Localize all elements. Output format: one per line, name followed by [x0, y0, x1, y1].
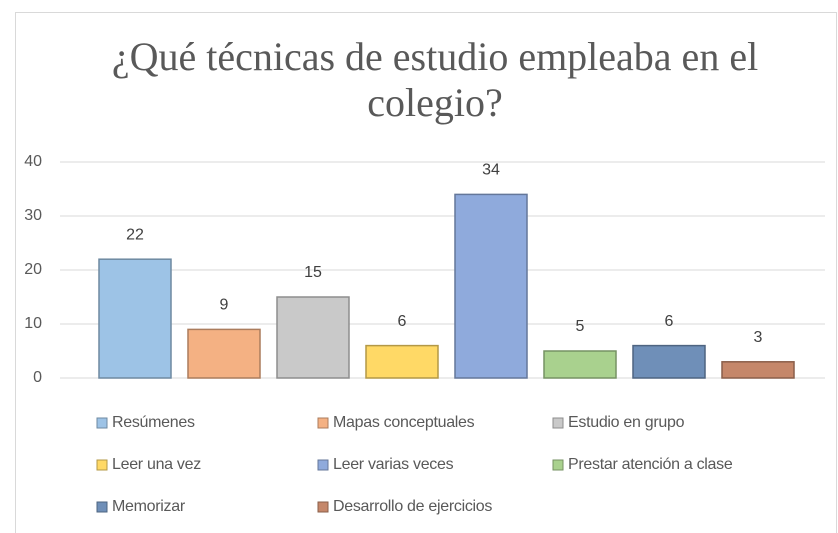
legend-swatch: [96, 417, 108, 429]
y-tick-label: 30: [24, 207, 42, 224]
legend-label: Leer varias veces: [333, 456, 454, 473]
data-label: 5: [576, 318, 585, 335]
bar: [632, 344, 706, 379]
chart-title: ¿Qué técnicas de estudio empleaba en el …: [111, 34, 759, 125]
y-tick-label: 40: [24, 153, 42, 170]
legend-label: Prestar atención a clase: [568, 456, 733, 473]
bar: [721, 361, 795, 379]
legend-swatch: [552, 459, 564, 471]
data-label: 3: [754, 329, 763, 346]
legend-swatch: [552, 417, 564, 429]
data-label: 22: [126, 226, 144, 243]
data-label: 34: [482, 162, 500, 179]
legend-label: Estudio en grupo: [568, 414, 685, 431]
data-label: 9: [220, 297, 229, 314]
bar: [454, 193, 528, 379]
legend-swatch: [96, 459, 108, 471]
bar: [543, 350, 617, 379]
legend-label: Memorizar: [112, 498, 186, 515]
chart-frame: [15, 12, 837, 533]
y-tick-label: 0: [33, 369, 42, 386]
legend-swatch: [317, 417, 329, 429]
bar: [276, 296, 350, 379]
data-label: 15: [304, 264, 322, 281]
legend-label: Leer una vez: [112, 456, 201, 473]
y-tick-label: 20: [24, 261, 42, 278]
y-tick-label: 10: [24, 315, 42, 332]
legend-swatch: [317, 501, 329, 513]
legend-label: Mapas conceptuales: [333, 414, 475, 431]
bar: [365, 344, 439, 379]
legend-swatch: [96, 501, 108, 513]
legend-swatch: [317, 459, 329, 471]
data-label: 6: [665, 313, 674, 330]
bar: [98, 258, 172, 379]
legend-label: Resúmenes: [112, 414, 195, 431]
bar: [187, 328, 261, 379]
legend-label: Desarrollo de ejercicios: [333, 498, 492, 515]
data-label: 6: [398, 313, 407, 330]
